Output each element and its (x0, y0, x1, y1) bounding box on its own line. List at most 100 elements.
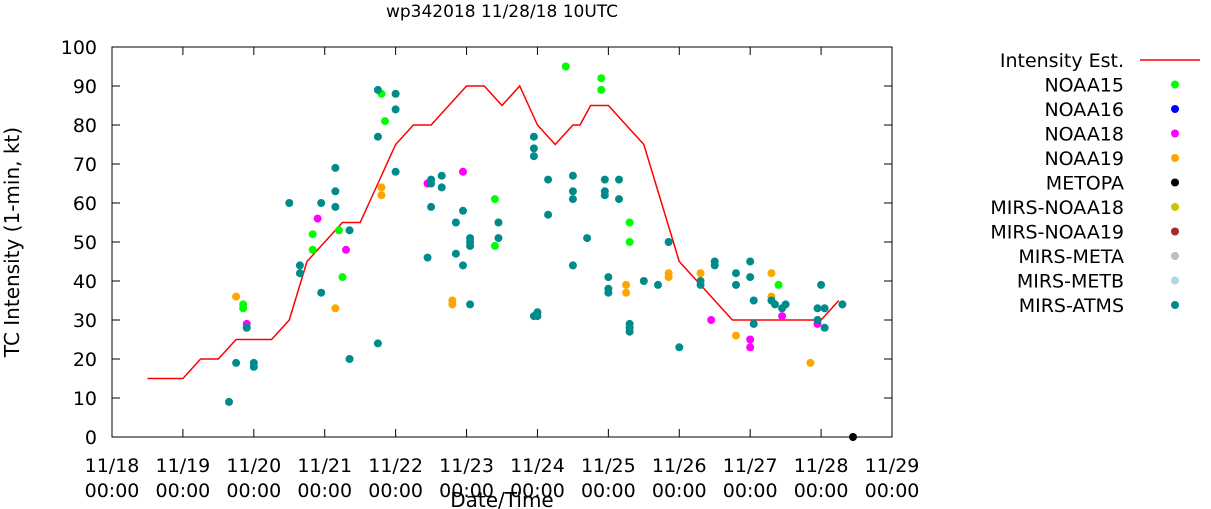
data-point-mirs-atms (451, 249, 460, 258)
legend-label-mirs-meta: MIRS-META (1018, 246, 1124, 268)
data-point-noaa15 (774, 280, 783, 289)
legend-swatch-noaa19 (1171, 154, 1179, 162)
data-point-mirs-atms (746, 257, 755, 266)
data-point-mirs-atms (615, 195, 623, 204)
data-point-mirs-atms (529, 132, 538, 141)
data-point-noaa19 (767, 269, 776, 278)
data-point-mirs-atms (295, 261, 304, 270)
legend-label-noaa16: NOAA16 (1044, 99, 1124, 121)
legend-swatch-mirs-meta (1171, 252, 1179, 260)
data-point-mirs-atms (675, 343, 684, 352)
data-point-mirs-atms (451, 218, 460, 227)
data-point-noaa15 (597, 85, 606, 94)
data-point-mirs-atms (604, 288, 613, 297)
data-point-mirs-atms (391, 105, 400, 114)
data-point-mirs-atms (373, 132, 382, 141)
y-tick-label: 20 (73, 349, 97, 371)
data-point-mirs-atms (664, 238, 673, 246)
data-point-noaa19 (806, 358, 815, 367)
data-point-noaa19 (377, 191, 386, 200)
legend-swatch-mirs-noaa19 (1171, 227, 1179, 236)
legend-label-mirs-atms: MIRS-ATMS (1019, 295, 1124, 317)
data-point-noaa19 (696, 269, 705, 278)
x-tick-label-date: 11/23 (439, 455, 494, 477)
data-point-mirs-atms (639, 277, 648, 285)
x-tick-label-time: 00:00 (581, 480, 636, 502)
data-point-mirs-atms (781, 300, 790, 309)
y-tick-label: 40 (73, 271, 97, 293)
data-point-noaa18 (342, 245, 350, 254)
data-point-noaa18 (778, 312, 787, 321)
legend-swatch-noaa18 (1171, 129, 1179, 138)
data-point-mirs-atms (583, 234, 592, 243)
data-point-noaa15 (308, 230, 317, 239)
data-point-mirs-atms (749, 296, 758, 305)
data-point-mirs-atms (373, 339, 382, 348)
data-point-mirs-atms (544, 175, 553, 184)
x-tick-label-time: 00:00 (652, 480, 707, 502)
legend-label-noaa18: NOAA18 (1044, 124, 1124, 146)
x-tick-label-date: 11/28 (794, 455, 849, 477)
data-point-mirs-atms (813, 304, 822, 313)
data-point-noaa15 (338, 273, 347, 282)
data-point-noaa19 (448, 300, 457, 309)
data-point-mirs-atms (615, 175, 623, 184)
data-point-mirs-atms (331, 163, 340, 172)
y-tick-label: 30 (73, 310, 97, 332)
data-point-mirs-atms (459, 261, 467, 270)
data-point-mirs-atms (533, 312, 542, 321)
data-point-noaa15 (308, 245, 317, 254)
x-tick-label-date: 11/26 (652, 455, 707, 477)
legend-swatch-mirs-metb (1171, 276, 1179, 285)
x-tick-label-date: 11/19 (156, 455, 211, 477)
legend-swatch-mirs-noaa18 (1171, 203, 1179, 211)
data-point-mirs-atms (466, 241, 475, 250)
legend-label-noaa15: NOAA15 (1044, 75, 1124, 97)
legend-swatch-noaa15 (1171, 80, 1179, 89)
data-point-mirs-atms (813, 316, 822, 324)
data-point-mirs-atms (625, 327, 634, 336)
x-tick-label-date: 11/20 (226, 455, 281, 477)
x-tick-label-time: 00:00 (297, 480, 352, 502)
data-point-noaa15 (625, 238, 634, 246)
data-point-mirs-atms (838, 300, 847, 309)
data-point-noaa19 (664, 273, 673, 282)
x-tick-label-time: 00:00 (368, 480, 423, 502)
data-point-mirs-atms (285, 199, 294, 207)
x-tick-label-date: 11/22 (368, 455, 423, 477)
data-point-mirs-atms (820, 323, 829, 332)
x-tick-label-date: 11/18 (85, 455, 140, 477)
legend-label-metopa: METOPA (1046, 173, 1124, 195)
x-tick-label-date: 11/27 (723, 455, 778, 477)
data-point-mirs-atms (568, 171, 577, 180)
data-point-metopa (849, 433, 857, 441)
data-point-noaa19 (232, 292, 241, 301)
data-point-mirs-atms (771, 300, 779, 309)
legend-label-mirs-noaa18: MIRS-NOAA18 (990, 197, 1124, 219)
x-tick-label-date: 11/24 (510, 455, 565, 477)
legend-label-intensity-est: Intensity Est. (1000, 50, 1124, 72)
y-axis-label: TC Intensity (1-min, kt) (0, 127, 24, 358)
x-tick-label-time: 00:00 (865, 480, 920, 502)
data-point-noaa18 (746, 343, 755, 352)
x-tick-label-time: 00:00 (794, 480, 849, 502)
data-point-noaa15 (334, 226, 343, 235)
y-tick-label: 100 (61, 37, 97, 59)
data-point-mirs-atms (466, 300, 475, 309)
axes: 0 10 20 30 40 50 60 70 80 90 100 11/18 00:00 11/19 00:… (61, 37, 920, 502)
y-tick-label: 0 (85, 427, 97, 449)
data-point-mirs-atms (529, 152, 538, 161)
data-point-noaa19 (732, 331, 740, 340)
data-point-mirs-atms (568, 261, 577, 270)
data-point-mirs-atms (600, 191, 609, 200)
y-tick-label: 80 (73, 115, 97, 137)
data-point-mirs-atms (437, 171, 446, 180)
data-point-noaa19 (377, 183, 386, 192)
x-tick-label-time: 00:00 (85, 480, 140, 502)
x-tick-label-time: 00:00 (156, 480, 211, 502)
y-tick-label: 90 (73, 76, 97, 98)
y-tick-label: 50 (73, 232, 97, 254)
legend-label-noaa19: NOAA19 (1044, 148, 1124, 170)
data-point-mirs-atms (696, 280, 705, 289)
